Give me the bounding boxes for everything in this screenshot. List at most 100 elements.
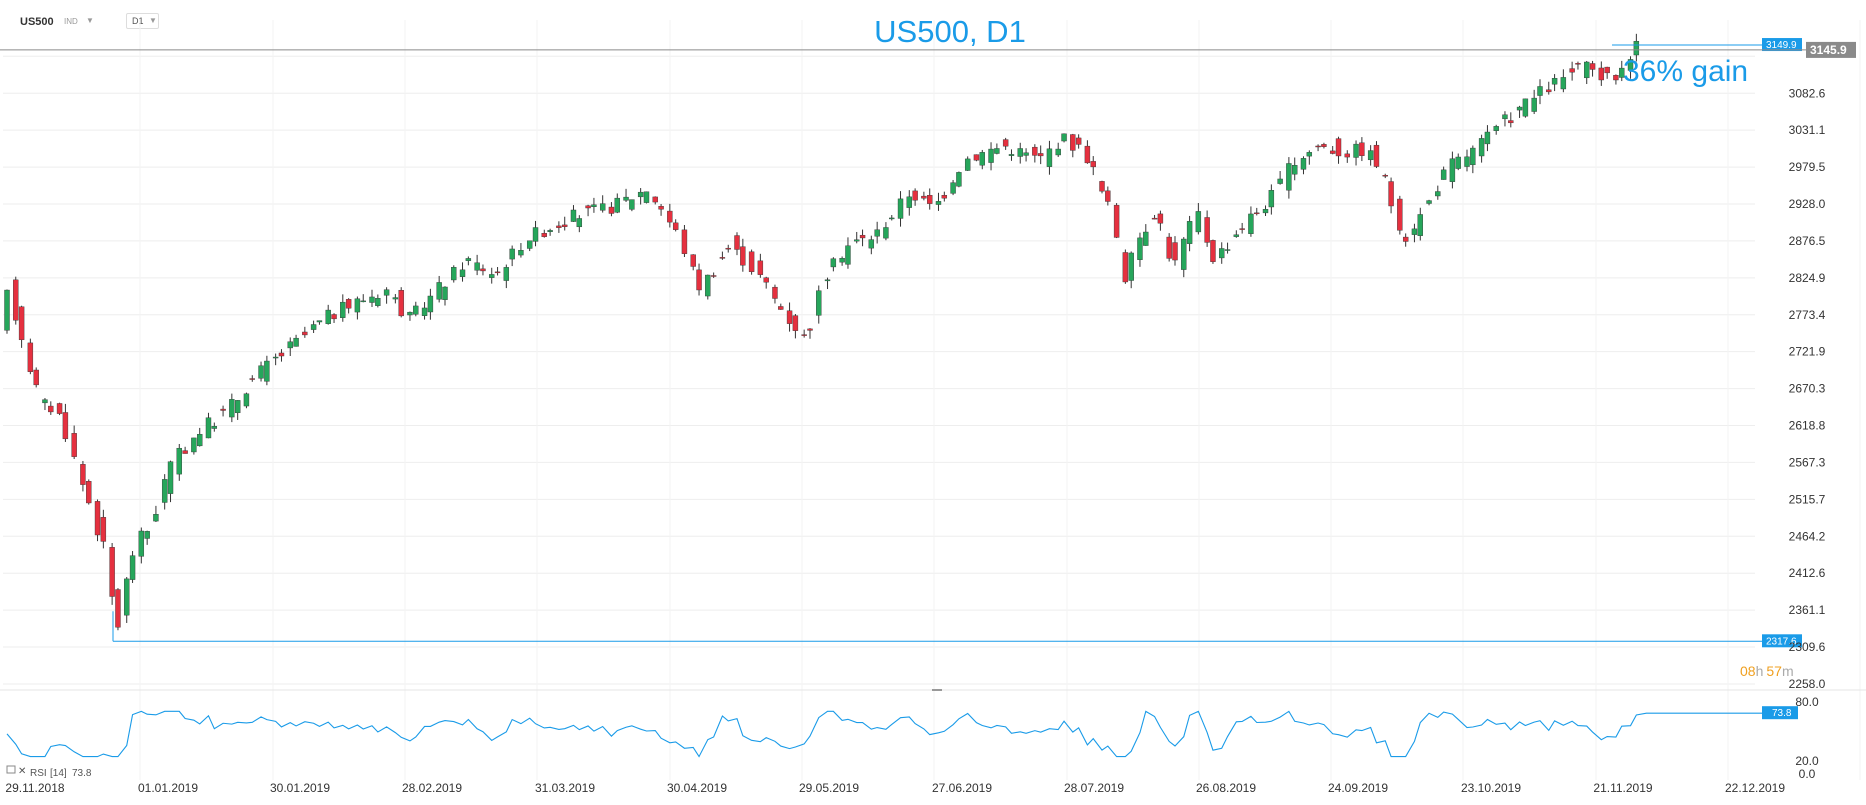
candle-body	[129, 555, 136, 580]
y-tick-label: 2979.5	[1789, 160, 1826, 174]
candle-body	[532, 227, 539, 242]
candle-body	[927, 195, 933, 204]
candle-body	[1633, 40, 1640, 56]
candle-body	[623, 196, 629, 201]
candle-body	[1537, 86, 1543, 96]
candle-body	[1210, 240, 1216, 262]
candle-body	[1560, 77, 1567, 90]
y-tick-label: 2876.5	[1789, 234, 1826, 248]
chevron-down-icon: ▼	[149, 16, 157, 25]
y-tick-label: 3082.6	[1789, 86, 1826, 100]
candle-body	[33, 369, 39, 386]
x-tick-label: 30.01.2019	[270, 781, 330, 795]
x-tick-label: 26.08.2019	[1196, 781, 1256, 795]
candle-body	[1306, 152, 1313, 157]
y-tick-label: 2618.8	[1789, 419, 1826, 433]
candle-body	[1449, 158, 1456, 182]
candle-body	[229, 399, 235, 418]
rsi-tick-label: 80.0	[1795, 695, 1819, 709]
candle-body	[1551, 78, 1558, 85]
candle-body	[994, 148, 1000, 154]
chart-title: US500, D1	[874, 14, 1026, 49]
timeframe-select[interactable]: D1 ▼	[126, 13, 159, 29]
panel-resize-handle[interactable]	[932, 689, 942, 691]
rsi-legend-label: RSI	[30, 768, 47, 779]
candle-body	[1598, 67, 1605, 81]
candle-body	[1002, 139, 1009, 147]
candle-body	[1037, 153, 1044, 157]
candle-body	[62, 412, 69, 440]
candle-body	[710, 275, 717, 277]
candle-body	[1128, 252, 1134, 281]
candle-body	[138, 530, 145, 557]
level-tag-high	[1762, 38, 1802, 52]
candle-body	[1546, 89, 1552, 93]
candle-body	[681, 229, 688, 254]
candle-body	[705, 274, 711, 297]
candle-body	[1032, 146, 1038, 156]
candle-body	[398, 290, 404, 317]
candle-body	[316, 320, 323, 323]
candle-body	[1113, 204, 1120, 238]
candle-body	[413, 305, 419, 315]
y-tick-label: 2567.3	[1789, 455, 1826, 469]
rsi-legend-period: [14]	[50, 768, 67, 779]
y-tick-label: 2773.4	[1789, 308, 1826, 322]
rsi-tick-label: 20.0	[1795, 754, 1819, 768]
symbol-dropdown-icon[interactable]: ▼	[86, 16, 94, 25]
candle-body	[302, 331, 308, 336]
x-tick-label: 31.03.2019	[535, 781, 595, 795]
candle-body	[1075, 137, 1082, 145]
candle-body	[278, 352, 285, 357]
level-tag-low-label: 2317.6	[1766, 636, 1797, 647]
candle-body	[1484, 131, 1491, 145]
current-price-tag	[1806, 41, 1856, 58]
candle-body	[973, 154, 980, 161]
symbol-label[interactable]: US500	[20, 16, 54, 28]
candle-body	[1070, 134, 1076, 151]
candle-body	[1186, 221, 1193, 244]
candle-body	[792, 315, 799, 331]
candle-body	[1321, 144, 1327, 147]
candle-body	[912, 190, 918, 201]
candle-body	[331, 314, 337, 320]
candle-body	[740, 246, 746, 266]
candle-body	[489, 274, 495, 278]
candle-body	[191, 437, 197, 453]
candle-body	[442, 286, 448, 300]
candle-body	[1195, 211, 1202, 233]
candle-body	[1055, 148, 1061, 156]
candle-body	[1402, 236, 1409, 242]
candle-body	[94, 501, 101, 536]
level-tag-high-label: 3149.9	[1766, 40, 1797, 51]
rsi-value-tag	[1762, 706, 1798, 720]
candle-body	[725, 247, 731, 250]
candle-body	[176, 447, 182, 475]
candle-body	[1516, 106, 1523, 111]
candle-body	[1181, 238, 1187, 270]
candle-body	[459, 269, 466, 277]
candle-body	[772, 286, 778, 299]
y-tick-label: 2464.2	[1789, 529, 1826, 543]
x-tick-label: 22.12.2019	[1725, 781, 1785, 795]
candle-body	[591, 204, 597, 208]
candle-body	[369, 296, 375, 303]
candle-body	[220, 408, 226, 411]
candle-body	[889, 217, 895, 220]
candle-body	[1262, 209, 1269, 214]
candle-body	[1502, 114, 1508, 120]
candle-body	[1353, 143, 1359, 158]
current-price-label: 3145.9	[1810, 43, 1847, 57]
y-tick-label: 2515.7	[1789, 492, 1826, 506]
candle-body	[1292, 165, 1298, 175]
candle-body	[1493, 126, 1499, 131]
candle-body	[1105, 190, 1111, 202]
candle-body	[1435, 191, 1441, 197]
candle-body	[340, 301, 346, 318]
candle-body	[652, 196, 658, 203]
candle-body	[854, 239, 860, 242]
candle-body	[585, 205, 591, 209]
candle-body	[570, 209, 577, 222]
candle-body	[859, 234, 866, 239]
